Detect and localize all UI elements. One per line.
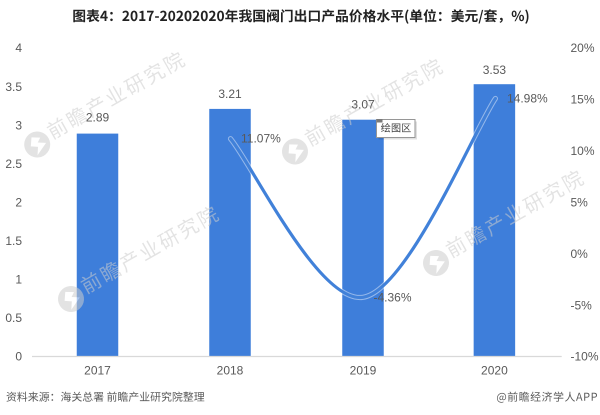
svg-text:2017: 2017: [84, 364, 111, 378]
svg-text:11.07%: 11.07%: [241, 132, 281, 146]
svg-text:2020: 2020: [481, 364, 508, 378]
svg-text:-10%: -10%: [571, 350, 599, 364]
svg-text:0: 0: [15, 350, 22, 364]
svg-text:2.89: 2.89: [86, 111, 110, 125]
svg-text:1.5: 1.5: [5, 234, 22, 248]
svg-text:0.5: 0.5: [5, 311, 22, 325]
svg-text:1: 1: [15, 273, 22, 287]
svg-text:2019: 2019: [350, 364, 377, 378]
svg-text:2.5: 2.5: [5, 157, 22, 171]
svg-text:3.5: 3.5: [5, 80, 22, 94]
svg-text:-4.36%: -4.36%: [374, 291, 412, 305]
svg-text:-5%: -5%: [571, 298, 593, 312]
svg-text:20%: 20%: [571, 41, 595, 55]
svg-text:10%: 10%: [571, 144, 595, 158]
svg-text:2018: 2018: [217, 364, 244, 378]
svg-text:2: 2: [15, 195, 22, 209]
svg-text:3.53: 3.53: [483, 63, 507, 77]
svg-text:3.07: 3.07: [351, 97, 375, 111]
svg-text:3: 3: [15, 118, 22, 132]
svg-text:3.21: 3.21: [218, 87, 242, 101]
svg-text:4: 4: [15, 41, 22, 55]
svg-text:14.98%: 14.98%: [507, 92, 548, 106]
svg-text:5%: 5%: [571, 195, 589, 209]
svg-text:15%: 15%: [571, 93, 595, 107]
svg-text:0%: 0%: [571, 247, 589, 261]
